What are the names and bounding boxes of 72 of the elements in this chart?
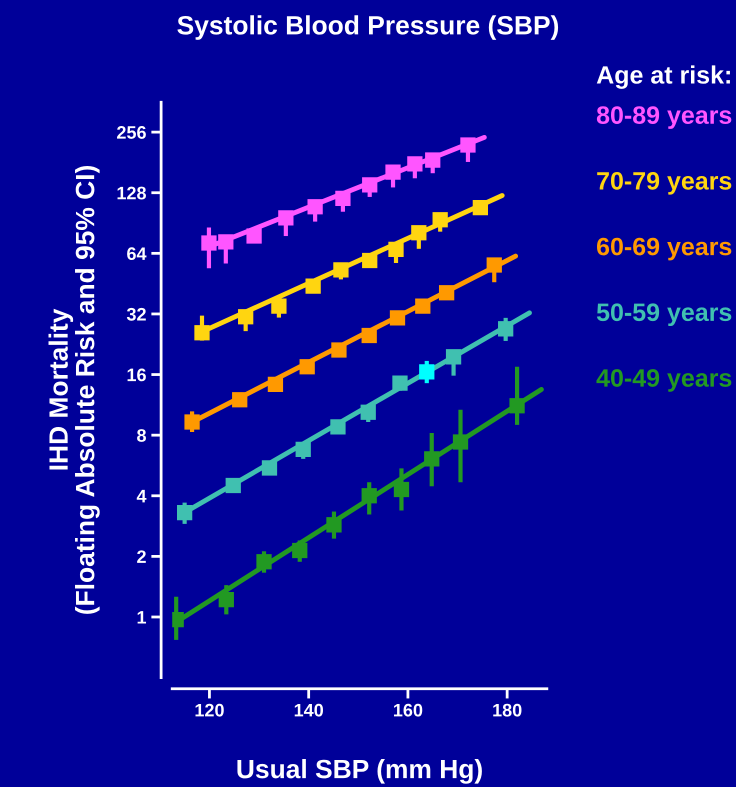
legend-title: Age at risk: xyxy=(596,65,730,89)
point xyxy=(218,234,234,250)
point xyxy=(246,228,262,244)
y-tick-label: 2 xyxy=(137,550,146,563)
point xyxy=(362,328,377,344)
point xyxy=(419,364,434,380)
text: 60-69 years xyxy=(597,238,732,260)
point xyxy=(362,252,378,268)
point xyxy=(362,177,378,193)
point xyxy=(271,298,287,314)
point xyxy=(331,342,347,358)
point xyxy=(509,398,525,414)
y-axis-title: IHD Mortality (Floating Absolute Risk and 95% CI) xyxy=(48,166,100,614)
point xyxy=(392,376,408,391)
x-tick-label: 120 xyxy=(196,704,224,717)
y-tick-label: 16 xyxy=(128,368,146,382)
point xyxy=(424,451,440,467)
point xyxy=(472,200,488,216)
point xyxy=(262,460,278,476)
text: 70-79 years xyxy=(597,172,732,195)
point xyxy=(411,225,426,240)
y-tick-label: 8 xyxy=(137,429,146,442)
point xyxy=(232,392,248,408)
point xyxy=(385,164,401,180)
point xyxy=(362,488,377,504)
point xyxy=(201,235,217,251)
point xyxy=(307,199,323,214)
text: 40-49 years xyxy=(596,369,732,392)
text: 50-59 years xyxy=(596,303,732,326)
y-tick-label: 128 xyxy=(118,186,146,200)
point xyxy=(176,504,192,520)
point xyxy=(438,285,454,300)
point xyxy=(390,310,406,326)
point xyxy=(460,137,476,153)
point xyxy=(432,212,448,228)
point xyxy=(218,592,234,608)
point xyxy=(296,442,311,458)
text: 80-89 years xyxy=(596,106,732,129)
point xyxy=(388,242,404,257)
x-tick-label: 140 xyxy=(294,704,323,717)
x-tick-label: 180 xyxy=(493,704,522,717)
point xyxy=(498,321,514,336)
point xyxy=(425,152,440,168)
point xyxy=(330,419,346,434)
y-tick-label: 256 xyxy=(117,126,146,139)
point xyxy=(184,414,200,430)
point xyxy=(292,542,308,558)
point xyxy=(268,376,284,392)
point xyxy=(256,554,272,570)
y-tick-label: 4 xyxy=(136,490,146,502)
point xyxy=(300,359,315,374)
x-tick-label: 160 xyxy=(394,704,422,717)
point xyxy=(226,478,241,494)
point xyxy=(278,210,294,226)
point xyxy=(238,309,254,324)
y-tick-label: 64 xyxy=(127,247,146,260)
point xyxy=(335,190,351,206)
point xyxy=(394,482,410,498)
point xyxy=(326,517,342,532)
point xyxy=(194,325,210,340)
chart-title: Systolic Blood Pressure (SBP) xyxy=(177,15,558,40)
x-axis-title: Usual SBP (mm Hg) xyxy=(237,759,482,784)
point xyxy=(333,262,349,278)
point xyxy=(407,156,422,172)
point xyxy=(452,434,468,450)
y-tick-label: 32 xyxy=(126,308,146,321)
y-tick-label: 1 xyxy=(138,611,146,624)
point xyxy=(360,404,376,420)
point xyxy=(486,257,502,273)
point xyxy=(306,278,321,294)
point xyxy=(446,349,462,364)
point xyxy=(415,298,430,314)
